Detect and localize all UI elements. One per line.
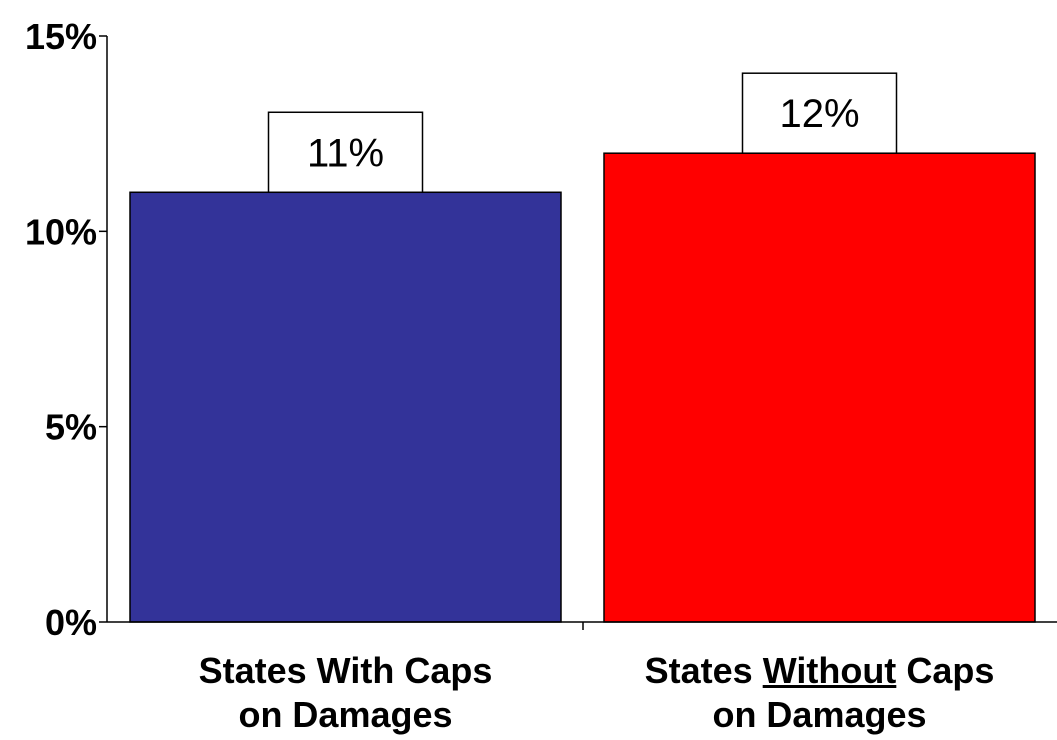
y-tick-label-2: 10%: [25, 211, 97, 252]
data-label-0: 11%: [307, 131, 384, 175]
category-label-0: States With Caps on Damages: [106, 649, 586, 737]
data-label-box-0: [267, 111, 424, 194]
bars-layer: [129, 152, 1036, 623]
data-labels-layer: 11% 12%: [267, 72, 898, 194]
label-text: Caps: [896, 650, 995, 691]
data-label-box-1: [741, 72, 898, 154]
y-tick-label-3: 15%: [25, 16, 97, 57]
y-tick-label-1: 5%: [45, 407, 97, 448]
bar-0: [129, 191, 562, 623]
category-label-line2: on Damages: [238, 694, 453, 735]
category-label-line1: States Without Caps: [580, 649, 1057, 693]
axes-layer: 0% 5% 10% 15%: [25, 16, 1057, 643]
label-text: States With Caps: [198, 650, 493, 691]
label-text: States: [644, 650, 763, 691]
data-label-1: 12%: [779, 92, 859, 136]
category-label-line2: on Damages: [712, 694, 927, 735]
category-label-line1: States With Caps: [106, 649, 586, 693]
category-label-1: States Without Caps on Damages: [580, 649, 1057, 737]
y-tick-label-0: 0%: [45, 602, 97, 643]
bar-1: [603, 152, 1036, 623]
emphasis-text: Without: [762, 650, 897, 691]
